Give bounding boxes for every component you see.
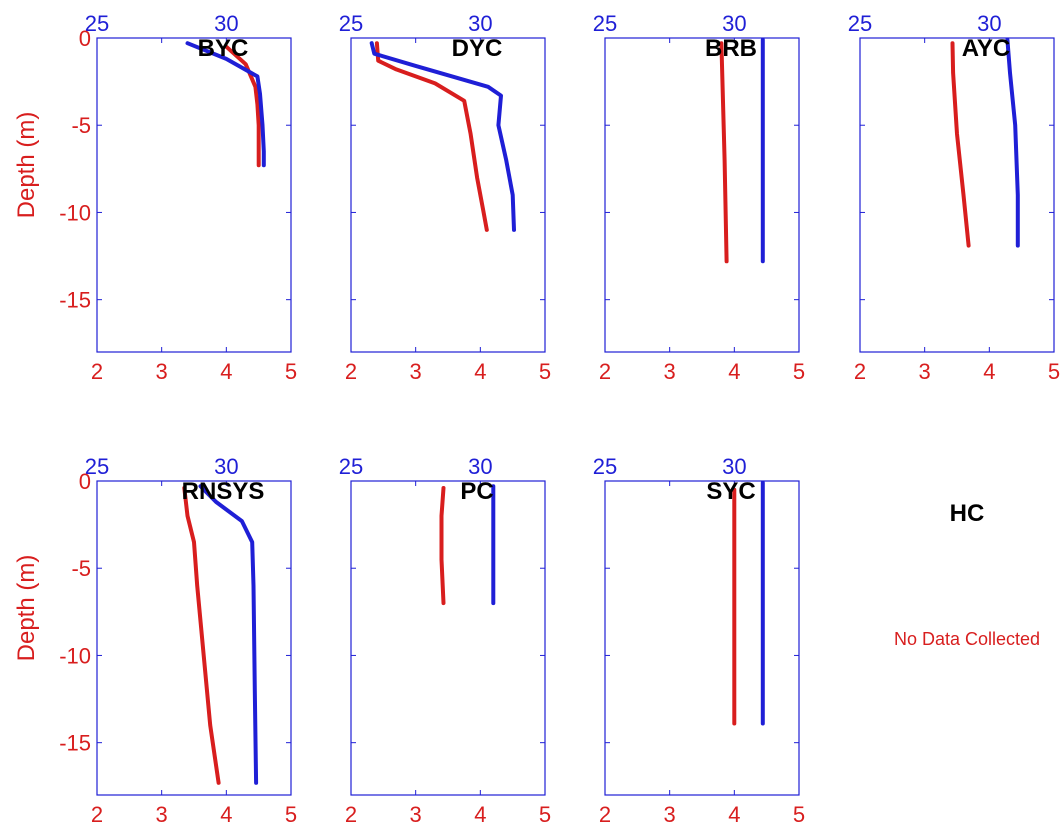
axes-box xyxy=(96,37,292,353)
top-tick-label: 30 xyxy=(977,11,1001,36)
axes-box xyxy=(96,480,292,796)
station-label: BYC xyxy=(198,35,249,62)
series-line-blue xyxy=(185,41,266,168)
bottom-tick-label: 2 xyxy=(345,359,357,384)
y-tick-label: -5 xyxy=(71,113,91,138)
station-label: HC xyxy=(950,500,985,527)
series-line-red xyxy=(182,486,221,785)
bottom-tick-label: 4 xyxy=(728,802,740,827)
axes-box xyxy=(604,480,800,796)
bottom-tick-label: 5 xyxy=(285,802,297,827)
y-tick-label: -15 xyxy=(59,731,91,756)
top-tick-label: 30 xyxy=(722,454,746,479)
top-tick-label: 25 xyxy=(339,454,363,479)
bottom-tick-label: 3 xyxy=(156,359,168,384)
bottom-tick-label: 2 xyxy=(599,359,611,384)
bottom-tick-label: 4 xyxy=(474,359,486,384)
top-tick-label: 30 xyxy=(468,11,492,36)
top-tick-label: 25 xyxy=(593,11,617,36)
bottom-tick-label: 3 xyxy=(919,359,931,384)
bottom-tick-label: 3 xyxy=(410,359,422,384)
y-tick-label: 0 xyxy=(79,26,91,51)
y-axis-label: Depth (m) xyxy=(13,112,40,219)
no-data-note: No Data Collected xyxy=(894,629,1040,649)
top-tick-label: 25 xyxy=(848,11,872,36)
bottom-tick-label: 4 xyxy=(728,359,740,384)
bottom-tick-label: 3 xyxy=(664,359,676,384)
axes-box xyxy=(350,480,546,796)
bottom-tick-label: 5 xyxy=(1048,359,1060,384)
top-tick-label: 25 xyxy=(593,454,617,479)
panel-hc: HC No Data Collected xyxy=(894,500,1040,649)
bottom-tick-label: 2 xyxy=(91,359,103,384)
axes-box xyxy=(604,37,800,353)
bottom-tick-label: 3 xyxy=(664,802,676,827)
series-line-red xyxy=(719,41,729,264)
bottom-tick-label: 5 xyxy=(793,802,805,827)
top-tick-label: 25 xyxy=(339,11,363,36)
bottom-tick-label: 2 xyxy=(345,802,357,827)
axes-box xyxy=(350,37,546,353)
bottom-tick-label: 3 xyxy=(156,802,168,827)
bottom-tick-label: 4 xyxy=(474,802,486,827)
panel-byc: 2 3 4 5 25 30 0 -5 -10 -15 Depth (m) BYC xyxy=(13,11,297,384)
y-tick-label: -10 xyxy=(59,200,91,225)
series-line-blue xyxy=(1005,37,1020,248)
station-label: SYC xyxy=(706,478,755,505)
series-line-red xyxy=(374,41,489,232)
bottom-tick-label: 4 xyxy=(220,359,232,384)
station-label: PC xyxy=(460,478,493,505)
panel-rnsys: 2 3 4 5 25 30 0 -5 -10 -15 Depth (m) RNSYS xyxy=(13,454,297,827)
series-line-blue xyxy=(369,41,516,232)
bottom-tick-label: 5 xyxy=(539,359,551,384)
top-tick-label: 25 xyxy=(85,11,109,36)
y-tick-label: 0 xyxy=(79,469,91,494)
series-line-blue xyxy=(198,484,259,785)
y-tick-label: -10 xyxy=(59,643,91,668)
y-tick-label: -15 xyxy=(59,288,91,313)
bottom-tick-label: 2 xyxy=(854,359,866,384)
bottom-tick-label: 2 xyxy=(91,802,103,827)
bottom-tick-label: 4 xyxy=(220,802,232,827)
top-tick-label: 30 xyxy=(214,454,238,479)
station-label: DYC xyxy=(452,35,503,62)
series-line-red xyxy=(950,41,971,248)
station-label: AYC xyxy=(962,35,1010,62)
top-tick-label: 30 xyxy=(214,11,238,36)
bottom-tick-label: 2 xyxy=(599,802,611,827)
station-label: RNSYS xyxy=(182,478,265,505)
bottom-tick-label: 5 xyxy=(539,802,551,827)
series-line-red xyxy=(224,44,261,168)
top-tick-label: 25 xyxy=(85,454,109,479)
bottom-tick-label: 5 xyxy=(285,359,297,384)
top-tick-label: 30 xyxy=(468,454,492,479)
y-tick-label: -5 xyxy=(71,556,91,581)
y-axis-label: Depth (m) xyxy=(13,555,40,662)
top-tick-label: 30 xyxy=(722,11,746,36)
bottom-tick-label: 4 xyxy=(983,359,995,384)
series-line-red xyxy=(439,486,446,606)
axes-box xyxy=(859,37,1055,353)
station-label: BRB xyxy=(705,35,757,62)
bottom-tick-label: 5 xyxy=(793,359,805,384)
bottom-tick-label: 3 xyxy=(410,802,422,827)
